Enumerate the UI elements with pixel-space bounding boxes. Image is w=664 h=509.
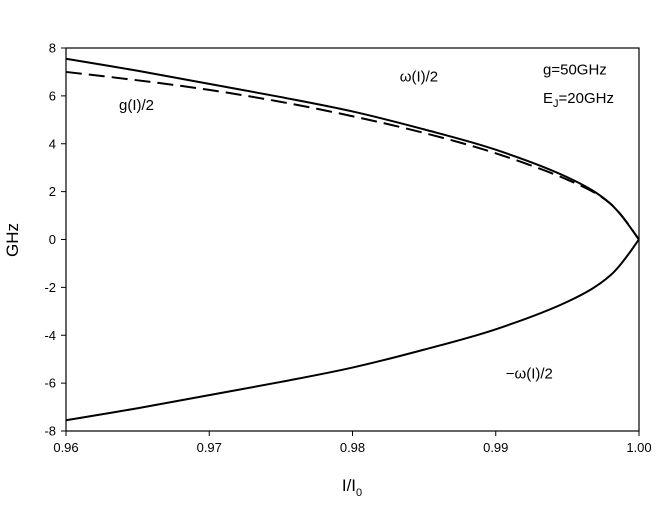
y-tick-label: -6	[44, 376, 56, 391]
x-tick-label: 1.00	[626, 440, 651, 455]
annotation-label: ω(I)/2	[400, 69, 438, 86]
annotation-label: g=50GHz	[543, 61, 607, 78]
x-tick-label: 0.96	[53, 440, 78, 455]
series-line-1	[65, 70, 640, 241]
y-tick-label: -2	[44, 280, 56, 295]
annotation-label: g(I)/2	[119, 97, 154, 114]
series-line-0	[65, 57, 640, 241]
x-tick-label: 0.99	[483, 440, 508, 455]
y-tick-label: 8	[49, 41, 56, 56]
y-tick-label: -8	[44, 424, 56, 439]
tick-group: 0.96 0.97 0.98 0.99 1.00 -8 -6 -4 -2 0 2 4 6 8	[44, 41, 651, 456]
x-tick-label: 0.97	[197, 440, 222, 455]
y-tick-label: 2	[49, 184, 56, 199]
y-tick-label: 6	[49, 88, 56, 103]
y-tick-label: -4	[44, 328, 56, 343]
annotation-label: EJ=20GHz	[543, 90, 614, 110]
x-tick-label: 0.98	[340, 440, 365, 455]
series-line-2	[65, 238, 640, 422]
y-tick-label: 0	[49, 232, 56, 247]
y-tick-label: 4	[49, 136, 56, 151]
x-axis-title: I/I0	[342, 476, 362, 499]
annotation-group: ω(I)/2 g(I)/2 −ω(I)/2 g=50GHz EJ=20GHz	[119, 61, 614, 382]
annotation-label: −ω(I)/2	[506, 365, 553, 382]
y-axis-title: GHz	[3, 223, 22, 257]
series-group	[65, 57, 640, 422]
